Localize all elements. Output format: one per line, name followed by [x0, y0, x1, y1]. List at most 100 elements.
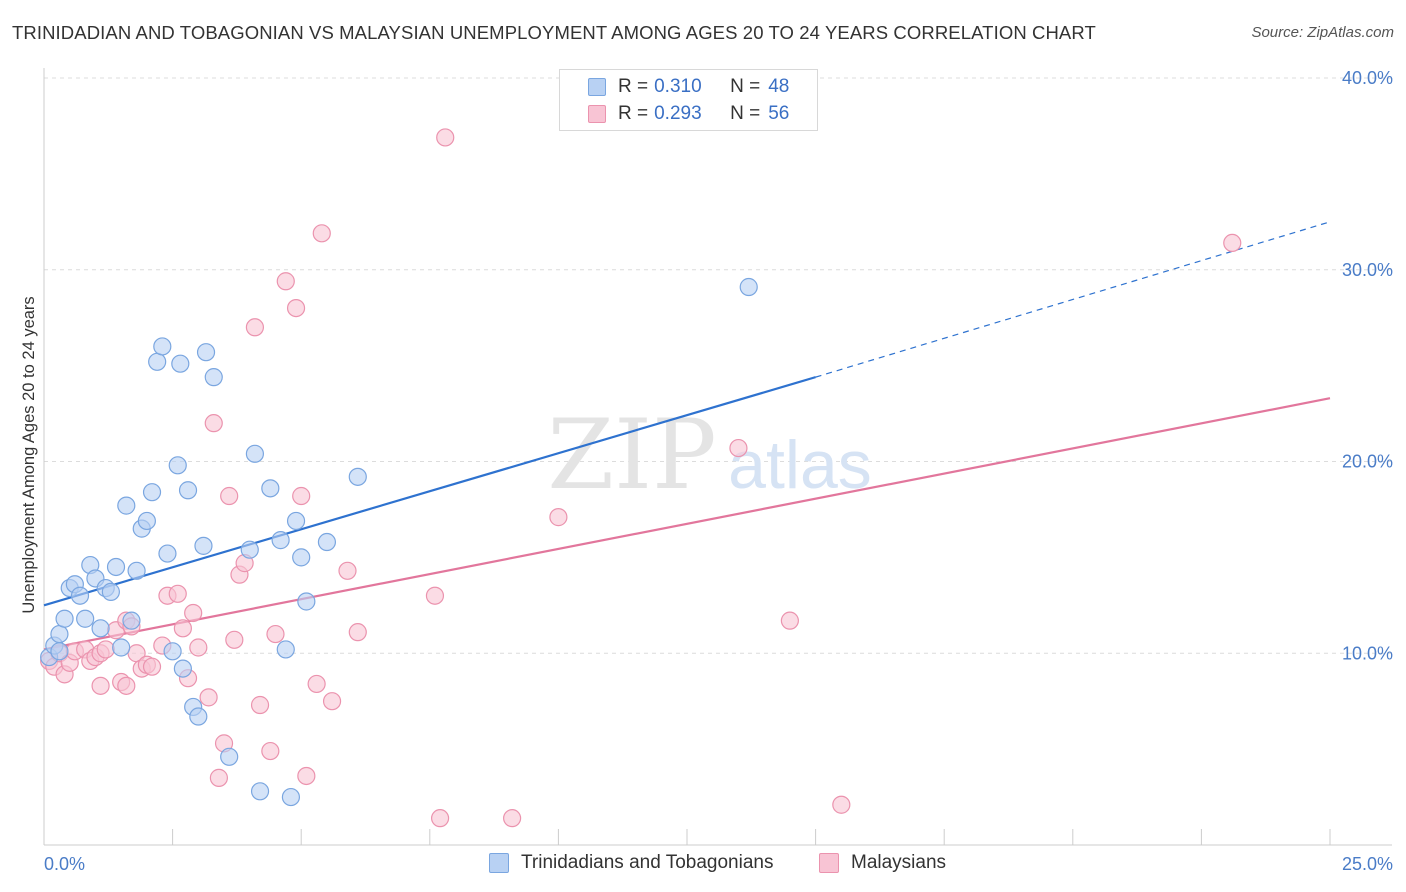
point-trinidadian: [117, 496, 136, 515]
x-tick-label: 25.0%: [1342, 854, 1393, 874]
point-trinidadian: [281, 787, 301, 807]
r-label: R =: [618, 103, 649, 124]
blue-swatch-icon: [489, 853, 509, 873]
point-trinidadian: [112, 638, 131, 657]
point-malaysian: [117, 676, 136, 695]
legend-item-trinidadians: Trinidadians and Tobagonians: [489, 852, 773, 874]
point-malaysian: [220, 486, 239, 506]
point-malaysian: [338, 561, 357, 580]
chart-title: TRINIDADIAN AND TOBAGONIAN VS MALAYSIAN …: [12, 22, 1096, 43]
point-trinidadian: [171, 354, 190, 373]
point-trinidadian: [276, 640, 295, 659]
y-tick-label: 30.0%: [1342, 260, 1393, 280]
tick-labels: 10.0% 20.0% 30.0% 40.0% 0.0% 25.0%: [44, 68, 1393, 874]
point-trinidadian: [173, 659, 192, 678]
point-trinidadian: [50, 642, 69, 661]
watermark: ZIP atlas: [547, 399, 871, 511]
point-trinidadian: [250, 782, 270, 801]
point-malaysian: [276, 272, 295, 291]
axes: [43, 68, 1392, 846]
point-malaysian: [91, 676, 110, 695]
point-trinidadian: [158, 544, 177, 563]
point-malaysian: [261, 741, 280, 761]
point-malaysian: [184, 603, 203, 623]
point-trinidadian: [101, 582, 120, 601]
point-trinidadian: [137, 511, 156, 531]
y-tick-label: 10.0%: [1342, 643, 1393, 663]
point-trinidadian: [127, 561, 146, 580]
point-malaysian: [292, 486, 311, 506]
point-trinidadian: [297, 592, 316, 611]
legend-label-malaysians: Malaysians: [851, 852, 947, 873]
point-malaysian: [245, 318, 265, 337]
y-tick-label: 40.0%: [1342, 68, 1393, 88]
point-trinidadian: [76, 609, 95, 628]
x-tick-label: 0.0%: [44, 854, 85, 874]
point-trinidadian: [163, 642, 182, 661]
point-malaysian: [173, 619, 192, 638]
point-malaysian: [832, 795, 851, 814]
point-trinidadian: [178, 481, 198, 500]
point-malaysian: [430, 809, 450, 828]
point-trinidadian: [196, 343, 216, 362]
pink-swatch-icon: [588, 105, 606, 123]
n-value: 48: [768, 76, 790, 97]
point-malaysian: [780, 611, 799, 630]
point-malaysian: [312, 224, 331, 243]
point-malaysian: [209, 768, 228, 787]
trend-line-malaysian: [43, 397, 1331, 651]
point-trinidadian: [122, 611, 141, 630]
point-malaysian: [250, 695, 270, 715]
point-trinidadian: [189, 707, 208, 726]
point-trinidadian: [739, 277, 758, 297]
r-value: 0.310: [654, 76, 702, 97]
point-malaysian: [189, 638, 208, 657]
point-malaysian: [142, 657, 162, 676]
point-trinidadian: [153, 337, 172, 356]
point-trinidadian: [55, 609, 74, 628]
trend-line-trinidadian: [43, 376, 816, 607]
point-malaysian: [1223, 233, 1242, 253]
point-trinidadian: [194, 536, 213, 555]
point-trinidadian: [50, 624, 69, 644]
source-credit: Source: ZipAtlas.com: [1251, 24, 1394, 41]
legend-item-malaysians: Malaysians: [819, 852, 946, 874]
point-trinidadian: [204, 368, 223, 387]
point-trinidadian: [286, 511, 306, 531]
point-trinidadian: [261, 479, 280, 498]
n-label: N =: [730, 103, 761, 124]
point-malaysian: [729, 438, 748, 458]
point-malaysian: [307, 674, 326, 694]
point-trinidadian: [348, 467, 367, 486]
r-value: 0.293: [654, 103, 702, 124]
data-points: [40, 128, 1242, 828]
legend-row-trinidadian: R = 0.310 N = 48: [588, 76, 789, 98]
y-tick-label: 20.0%: [1342, 452, 1393, 472]
point-malaysian: [225, 630, 244, 649]
point-malaysian: [348, 623, 367, 642]
point-trinidadian: [292, 548, 311, 567]
point-malaysian: [96, 640, 115, 659]
point-malaysian: [322, 692, 342, 711]
point-trinidadian: [70, 586, 90, 605]
trend-line-trinidadian-extension: [815, 221, 1331, 378]
point-malaysian: [286, 299, 306, 318]
legend-row-malaysian: R = 0.293 N = 56: [588, 103, 789, 125]
point-malaysian: [266, 624, 285, 644]
n-label: N =: [730, 76, 761, 97]
pink-swatch-icon: [819, 853, 839, 873]
point-trinidadian: [220, 747, 239, 766]
point-trinidadian: [142, 483, 162, 502]
point-trinidadian: [106, 557, 126, 577]
point-malaysian: [503, 809, 522, 828]
y-axis-label: Unemployment Among Ages 20 to 24 years: [20, 296, 38, 613]
point-malaysian: [549, 508, 568, 527]
r-label: R =: [618, 76, 649, 97]
trend-lines: [43, 221, 1331, 651]
point-trinidadian: [245, 444, 265, 463]
point-malaysian: [425, 586, 445, 605]
point-trinidadian: [148, 352, 167, 371]
series-legend: Trinidadians and Tobagonians Malaysians: [0, 852, 1406, 876]
point-malaysian: [297, 766, 316, 786]
